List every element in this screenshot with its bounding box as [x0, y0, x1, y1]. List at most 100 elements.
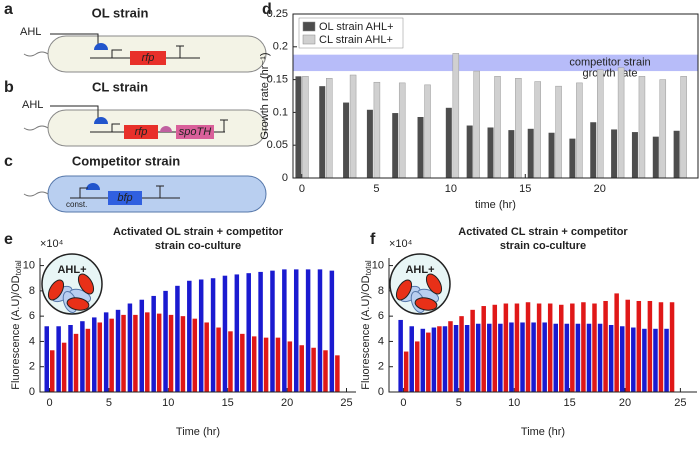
bar: [311, 347, 316, 392]
bar: [192, 318, 198, 392]
regulator: [94, 117, 108, 124]
panel-label: a: [4, 1, 13, 18]
x-tick-label: 20: [281, 397, 293, 409]
bar: [673, 130, 680, 178]
inset-cell: [395, 279, 413, 301]
bar: [597, 69, 604, 179]
bar: [481, 306, 486, 392]
bar: [659, 79, 667, 179]
bar: [487, 127, 494, 178]
bar: [349, 74, 357, 179]
x-tick-label: 5: [373, 183, 379, 195]
bar: [251, 336, 257, 392]
bar: [426, 332, 431, 392]
legend-label: OL strain AHL+: [319, 21, 394, 33]
bar: [246, 273, 251, 392]
bar: [509, 322, 514, 392]
panel-label: b: [4, 79, 14, 96]
x-tick-label: 15: [222, 397, 234, 409]
bar: [50, 350, 55, 392]
y-axis-label-sub: total: [14, 260, 23, 275]
band: [293, 54, 698, 72]
x-tick-label: 15: [519, 183, 531, 195]
bar: [228, 331, 233, 392]
bar: [487, 323, 492, 392]
bar: [581, 302, 586, 392]
bar: [270, 270, 275, 392]
bar: [302, 76, 309, 179]
bar: [475, 323, 481, 392]
bar: [156, 313, 162, 392]
chart-title: Activated CL strain + competitor: [458, 226, 628, 238]
bar: [448, 321, 453, 392]
bar: [145, 312, 150, 392]
axes: [388, 258, 697, 393]
ol-diagram: OL strain AHL rfp: [20, 5, 267, 73]
diagram-title: Competitor strain: [72, 153, 180, 168]
axis-multiplier: ×10⁴: [40, 238, 64, 250]
bar: [295, 76, 302, 178]
inset-cell: [77, 273, 95, 295]
bar: [520, 322, 525, 392]
bar: [576, 82, 583, 179]
y-tick-label: 8: [29, 285, 35, 297]
bar: [514, 303, 520, 392]
arrow: [50, 33, 99, 44]
bar: [73, 333, 79, 392]
diagram-title: CL strain: [92, 79, 148, 94]
panel-label: c: [4, 153, 13, 170]
bar: [317, 269, 323, 392]
promoter: [79, 187, 88, 198]
bar: [555, 85, 562, 179]
y-tick-label: 0: [29, 386, 35, 398]
bar: [445, 107, 452, 178]
bar: [97, 322, 103, 392]
bar: [590, 122, 597, 178]
legend-label: CL strain AHL+: [319, 34, 393, 46]
bar: [603, 300, 608, 392]
terminator: [176, 45, 184, 58]
y-tick-label: 8: [378, 285, 384, 297]
y-axis-label: Fluorescence (A.U)/ODtotal: [360, 260, 373, 390]
inset-cell: [47, 279, 65, 301]
x-tick-label: 20: [619, 397, 631, 409]
bar: [216, 327, 221, 392]
bar: [631, 327, 636, 392]
y-axis-label: Fluorescence (A.U)/ODtotal: [10, 260, 23, 390]
bar: [527, 128, 534, 178]
x-tick-label: 5: [106, 397, 112, 409]
bar: [398, 319, 403, 392]
bar: [631, 132, 638, 178]
bar: [498, 323, 503, 392]
flagellum: [23, 125, 49, 131]
bar: [492, 304, 498, 392]
bar: [453, 325, 459, 392]
x-tick-label: 0: [299, 183, 305, 195]
bar: [437, 326, 442, 392]
x-axis-label: Time (hr): [176, 426, 220, 438]
x-tick-label: 0: [400, 397, 406, 409]
y-tick-label: 10: [23, 259, 35, 271]
y-axis-label-sub: total: [364, 260, 373, 275]
bar: [204, 322, 209, 392]
bar: [503, 303, 509, 392]
y-tick-label: 4: [29, 335, 35, 347]
bar: [611, 129, 618, 178]
bar: [240, 333, 245, 392]
bar: [92, 317, 97, 392]
promoter: [111, 49, 122, 58]
bar: [617, 67, 625, 179]
diagram-title: OL strain: [92, 5, 149, 20]
y-axis-label-main: Fluorescence (A.U)/OD: [10, 275, 22, 389]
bar: [625, 299, 630, 392]
bar: [652, 136, 659, 178]
bar: [275, 337, 281, 392]
bar: [464, 325, 470, 392]
x-tick-label: 25: [340, 397, 352, 409]
bar: [597, 323, 603, 392]
y-tick-label: 0.25: [267, 8, 288, 20]
x-axis-label: time (hr): [475, 199, 516, 211]
y-tick-label: 0.05: [267, 139, 288, 151]
y-tick-label: 0: [282, 172, 288, 184]
